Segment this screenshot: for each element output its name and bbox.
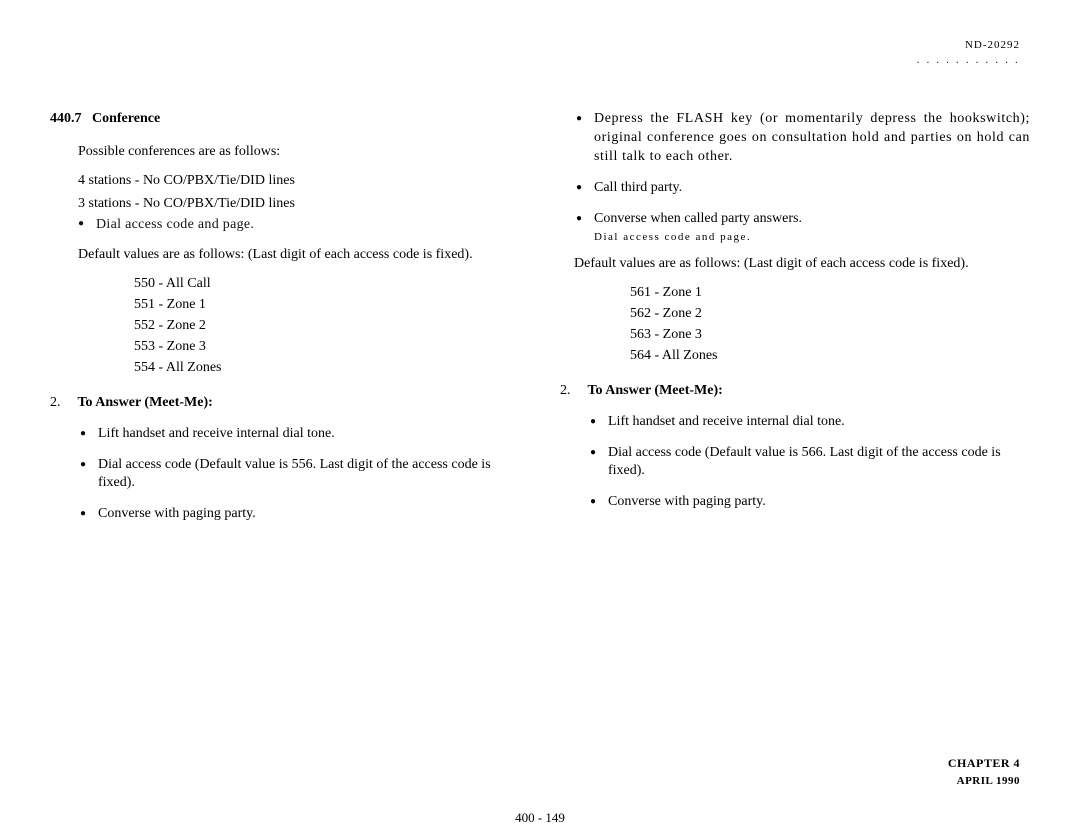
bullet-item: Converse when called party answers. — [576, 210, 1030, 229]
section-heading: 440.7 Conference — [50, 110, 520, 129]
zone-item: 561 - Zone 1 — [630, 284, 1030, 303]
answer-heading: 2. To Answer (Meet-Me): — [50, 394, 520, 413]
answer-number: 2. — [50, 394, 74, 413]
answer-title: To Answer (Meet-Me): — [588, 383, 723, 398]
conf-line-1: 4 stations - No CO/PBX/Tie/DID lines — [78, 172, 520, 191]
zone-list: 561 - Zone 1 562 - Zone 2 563 - Zone 3 5… — [630, 284, 1030, 366]
answer-title: To Answer (Meet-Me): — [78, 395, 213, 410]
bullet-item: Lift handset and receive internal dial t… — [80, 425, 520, 444]
right-column: Depress the FLASH key (or momentarily de… — [560, 40, 1030, 536]
zone-item: 550 - All Call — [134, 275, 520, 294]
zone-item: 562 - Zone 2 — [630, 305, 1030, 324]
zone-item: 554 - All Zones — [134, 359, 520, 378]
bullet-item: Call third party. — [576, 179, 1030, 198]
zone-item: 552 - Zone 2 — [134, 317, 520, 336]
chapter-footer: CHAPTER 4 APRIL 1990 — [948, 755, 1020, 789]
bullet-item: Converse with paging party. — [590, 493, 1030, 512]
section-number: 440.7 — [50, 111, 82, 126]
bullet-item: Converse with paging party. — [80, 505, 520, 524]
zone-item: 551 - Zone 1 — [134, 296, 520, 315]
zone-item: 563 - Zone 3 — [630, 326, 1030, 345]
bullet-item: Dial access code (Default value is 556. … — [80, 456, 520, 494]
answer-bullets: Lift handset and receive internal dial t… — [590, 413, 1030, 513]
page-body: 440.7 Conference Possible conferences ar… — [0, 0, 1080, 536]
intro-text: Possible conferences are as follows: — [78, 143, 520, 162]
left-column: 440.7 Conference Possible conferences ar… — [50, 40, 520, 536]
zone-item: 564 - All Zones — [630, 347, 1030, 366]
defaults-text: Default values are as follows: (Last dig… — [78, 246, 520, 265]
chapter-label: CHAPTER 4 — [948, 755, 1020, 771]
section-title: Conference — [92, 111, 160, 126]
top-bullets: Depress the FLASH key (or momentarily de… — [576, 110, 1030, 228]
defaults-text: Default values are as follows: (Last dig… — [574, 255, 1030, 274]
answer-bullets: Lift handset and receive internal dial t… — [80, 425, 520, 525]
faded-instruction: Dial access code and page. — [78, 216, 520, 235]
faded-instruction: Dial access code and page. — [594, 230, 1030, 245]
doc-subline: · · · · · · · · · · · — [916, 57, 1020, 71]
page-number: 400 - 149 — [0, 809, 1080, 827]
doc-number: ND-20292 — [916, 38, 1020, 53]
date-label: APRIL 1990 — [948, 774, 1020, 789]
bullet-item: Depress the FLASH key (or momentarily de… — [576, 110, 1030, 167]
answer-number: 2. — [560, 382, 584, 401]
answer-heading: 2. To Answer (Meet-Me): — [546, 382, 1030, 401]
bullet-item: Lift handset and receive internal dial t… — [590, 413, 1030, 432]
zone-item: 553 - Zone 3 — [134, 338, 520, 357]
conf-line-2: 3 stations - No CO/PBX/Tie/DID lines — [78, 195, 520, 214]
bullet-item: Dial access code (Default value is 566. … — [590, 444, 1030, 482]
document-header: ND-20292 · · · · · · · · · · · — [916, 38, 1020, 70]
zone-list: 550 - All Call 551 - Zone 1 552 - Zone 2… — [134, 275, 520, 377]
